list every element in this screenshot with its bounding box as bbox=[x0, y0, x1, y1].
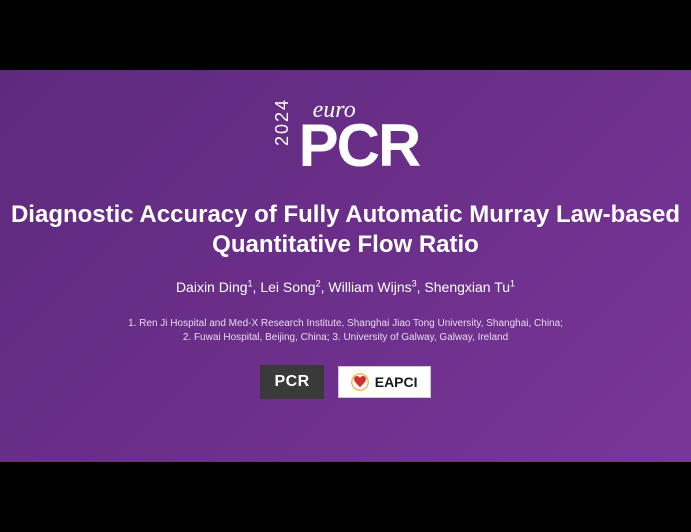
footer-logos: PCR EAPCI bbox=[260, 365, 430, 399]
europcr-logo: 2024 euro PCR bbox=[272, 98, 420, 176]
eapci-label: EAPCI bbox=[375, 374, 418, 390]
pcr-text: PCR bbox=[299, 116, 420, 176]
affiliation-line-2: 2. Fuwai Hospital, Beijing, China; 3. Un… bbox=[128, 331, 563, 345]
authors-list: Daixin Ding1, Lei Song2, William Wijns3,… bbox=[176, 278, 515, 295]
heart-icon bbox=[351, 373, 369, 391]
europcr-wordmark: euro PCR bbox=[299, 98, 420, 176]
slide-title: Diagnostic Accuracy of Fully Automatic M… bbox=[0, 200, 691, 260]
authors-text: Daixin Ding1, Lei Song2, William Wijns3,… bbox=[176, 279, 515, 295]
eapci-badge: EAPCI bbox=[338, 366, 431, 398]
year-label: 2024 bbox=[272, 98, 293, 150]
title-line-1: Diagnostic Accuracy of Fully Automatic M… bbox=[4, 200, 687, 230]
affiliation-line-1: 1. Ren Ji Hospital and Med-X Research In… bbox=[128, 317, 563, 331]
presentation-slide: 2024 euro PCR Diagnostic Accuracy of Ful… bbox=[0, 70, 691, 462]
title-line-2: Quantitative Flow Ratio bbox=[4, 230, 687, 260]
affiliations: 1. Ren Ji Hospital and Med-X Research In… bbox=[98, 317, 593, 345]
pcr-badge: PCR bbox=[260, 365, 323, 399]
